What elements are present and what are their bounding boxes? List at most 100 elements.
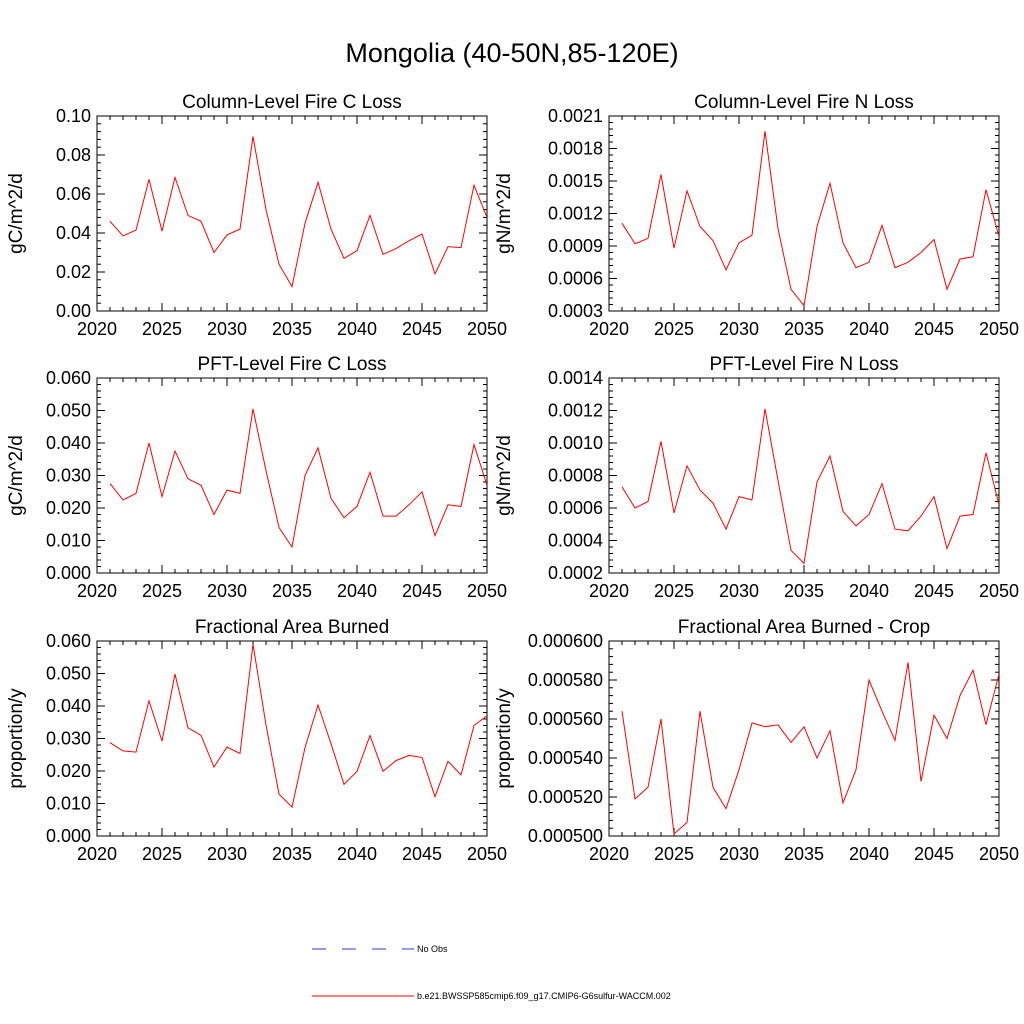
x-tick-label: 2030 [207, 581, 247, 601]
y-tick-label: 0.0018 [548, 139, 603, 159]
chart-panel-3: PFT-Level Fire C Loss 2020 2025 2030 2035 204… [6, 354, 507, 601]
panel-title: PFT-Level Fire N Loss [710, 354, 899, 375]
x-tick-label: 2025 [654, 319, 694, 339]
y-tick-label: 0.050 [46, 664, 91, 684]
x-tick-label: 2030 [207, 844, 247, 864]
legend-label-model-run: b.e21.BWSSP585cmip6.f09_g17.CMIP6-G6sulf… [417, 991, 671, 1001]
x-tick-label: 2040 [337, 581, 377, 601]
x-tick-label: 2050 [979, 319, 1019, 339]
y-tick-label: 0.050 [46, 401, 91, 421]
x-tick-label: 2045 [402, 844, 442, 864]
y-tick-label: 0.0003 [548, 301, 603, 321]
legend-label-no-obs: No Obs [417, 944, 448, 954]
series-line-1 [109, 136, 487, 288]
y-tick-label: 0.020 [46, 761, 91, 781]
y-tick-label: 0.0006 [548, 498, 603, 518]
y-tick-label: 0.000 [46, 563, 91, 583]
x-tick-label: 2030 [719, 844, 759, 864]
chart-panel-1: Column-Level Fire C Loss 2020 2025 2030 2035… [6, 92, 507, 339]
x-tick-label: 2050 [467, 581, 507, 601]
x-tick-label: 2050 [467, 319, 507, 339]
y-tick-label: 0.000500 [528, 826, 603, 846]
y-tick-label: 0.040 [46, 696, 91, 716]
y-axis-label: gN/m^2/d [494, 173, 515, 254]
x-tick-label: 2020 [77, 319, 117, 339]
y-tick-label: 0.000560 [528, 709, 603, 729]
x-tick-label: 2040 [849, 319, 889, 339]
y-tick-label: 0.030 [46, 729, 91, 749]
panel-title: Column-Level Fire C Loss [182, 92, 402, 113]
series-line-1 [109, 644, 487, 809]
chart-panel-2: Column-Level Fire N Loss 2020 2025 2030 2035… [494, 92, 1019, 339]
y-tick-label: 0.000600 [528, 631, 603, 651]
x-tick-label: 2025 [654, 581, 694, 601]
x-tick-label: 2035 [784, 581, 824, 601]
plot-frame [96, 115, 488, 312]
x-tick-label: 2020 [77, 844, 117, 864]
x-tick-label: 2050 [467, 844, 507, 864]
x-tick-label: 2025 [142, 581, 182, 601]
y-tick-label: 0.0006 [548, 269, 603, 289]
y-tick-label: 0.0004 [548, 531, 603, 551]
series-line-1 [621, 408, 999, 565]
y-tick-label: 0.08 [56, 145, 91, 165]
plot-frame [96, 377, 488, 574]
y-tick-label: 0.010 [46, 794, 91, 814]
legend: No Obs b.e21.BWSSP585cmip6.f09_g17.CMIP6… [312, 944, 671, 1001]
y-tick-label: 0.0014 [548, 368, 603, 388]
plot-frame [608, 640, 1000, 837]
x-tick-label: 2020 [589, 844, 629, 864]
chart-panel-6: Fractional Area Burned - Crop 2020 2025 203… [494, 617, 1019, 864]
x-tick-label: 2040 [337, 844, 377, 864]
x-tick-label: 2025 [142, 319, 182, 339]
x-tick-label: 2025 [142, 844, 182, 864]
y-tick-label: 0.0008 [548, 466, 603, 486]
x-tick-label: 2040 [849, 581, 889, 601]
y-tick-label: 0.000 [46, 826, 91, 846]
page-title: Mongolia (40-50N,85-120E) [345, 38, 679, 68]
x-tick-label: 2025 [654, 844, 694, 864]
y-tick-label: 0.02 [56, 262, 91, 282]
x-tick-label: 2035 [272, 844, 312, 864]
y-tick-label: 0.010 [46, 531, 91, 551]
x-tick-label: 2045 [914, 319, 954, 339]
y-tick-label: 0.000520 [528, 787, 603, 807]
y-tick-label: 0.04 [56, 223, 91, 243]
x-tick-label: 2035 [272, 581, 312, 601]
y-tick-label: 0.000540 [528, 748, 603, 768]
y-tick-label: 0.0021 [548, 106, 603, 126]
x-tick-label: 2035 [784, 844, 824, 864]
series-line-1 [621, 131, 999, 307]
x-tick-label: 2050 [979, 844, 1019, 864]
y-tick-label: 0.0002 [548, 563, 603, 583]
y-tick-label: 0.0010 [548, 433, 603, 453]
x-tick-label: 2040 [849, 844, 889, 864]
y-axis-label: gN/m^2/d [494, 435, 515, 516]
y-axis-label: gC/m^2/d [6, 435, 27, 516]
x-tick-label: 2035 [272, 319, 312, 339]
y-tick-label: 0.060 [46, 631, 91, 651]
x-tick-label: 2045 [914, 844, 954, 864]
x-tick-label: 2030 [719, 581, 759, 601]
panel-title: Column-Level Fire N Loss [694, 92, 914, 113]
panel-title: Fractional Area Burned - Crop [678, 617, 930, 638]
x-tick-label: 2020 [589, 319, 629, 339]
x-tick-label: 2045 [402, 581, 442, 601]
chart-panel-5: Fractional Area Burned 2020 2025 2030 2035 20… [6, 617, 507, 864]
y-tick-label: 0.030 [46, 466, 91, 486]
panel-title: Fractional Area Burned [195, 617, 389, 638]
y-axis-label: proportion/y [494, 688, 515, 789]
x-tick-label: 2045 [914, 581, 954, 601]
x-tick-label: 2030 [719, 319, 759, 339]
y-axis-label: proportion/y [6, 688, 27, 789]
x-tick-label: 2040 [337, 319, 377, 339]
y-tick-label: 0.020 [46, 498, 91, 518]
y-tick-label: 0.0012 [548, 204, 603, 224]
x-tick-label: 2050 [979, 581, 1019, 601]
x-tick-label: 2020 [77, 581, 117, 601]
y-axis-label: gC/m^2/d [6, 173, 27, 254]
y-tick-label: 0.0015 [548, 171, 603, 191]
y-tick-label: 0.00 [56, 301, 91, 321]
series-line-1 [109, 408, 487, 549]
